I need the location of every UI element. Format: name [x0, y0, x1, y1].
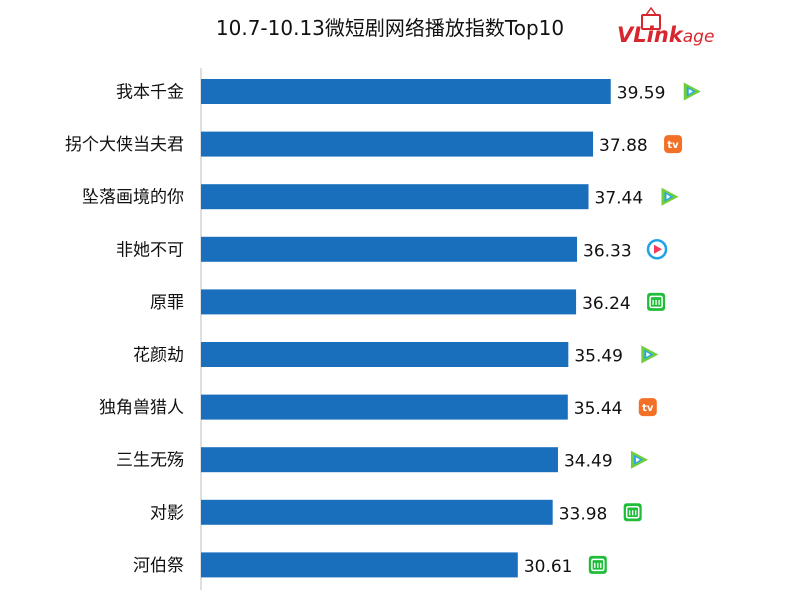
platform-icons-group: tv tv	[588, 82, 701, 574]
value-label: 30.61	[524, 557, 573, 577]
tencent-video-icon	[661, 187, 679, 206]
bar	[201, 394, 568, 420]
bar	[201, 184, 589, 210]
value-label: 36.33	[583, 241, 632, 261]
svg-text:tv: tv	[667, 140, 679, 151]
category-label: 拐个大侠当夫君	[65, 135, 184, 155]
value-labels-group: 39.59 37.88 37.44 36.33 36.24 35.49 35.44 34.49…	[524, 84, 666, 577]
logo-text-link: Link	[633, 23, 685, 47]
bar	[201, 79, 611, 104]
value-label: 37.88	[599, 136, 648, 156]
category-label: 独角兽猎人	[99, 398, 184, 418]
value-label: 35.44	[574, 399, 623, 419]
svg-text:tv: tv	[642, 403, 654, 414]
bar	[201, 131, 594, 157]
logo-text-v: V	[617, 23, 635, 47]
value-label: 37.44	[595, 189, 644, 209]
category-label: 坠落画境的你	[82, 188, 184, 208]
tencent-video-icon	[683, 82, 701, 101]
bar	[201, 499, 553, 525]
category-label: 非她不可	[116, 240, 184, 260]
category-label: 原罪	[150, 293, 184, 313]
value-label: 35.49	[574, 347, 623, 367]
tencent-video-icon	[630, 450, 648, 469]
iqiyi-icon	[647, 292, 666, 311]
bar	[201, 289, 577, 315]
bar	[201, 342, 569, 367]
logo-tv-icon	[641, 6, 661, 30]
iqiyi-icon	[623, 503, 642, 522]
category-label: 花颜劫	[133, 346, 184, 366]
value-label: 36.24	[582, 294, 631, 314]
category-label: 河伯祭	[133, 556, 184, 576]
youku-icon	[646, 239, 668, 260]
tencent-video-icon	[641, 345, 659, 364]
svg-text:VLinkage: VLinkage	[617, 23, 714, 47]
category-label: 我本千金	[116, 83, 184, 103]
category-label: 对影	[150, 503, 184, 523]
value-label: 39.59	[617, 84, 666, 104]
vlinkage-logo: VLinkage	[617, 6, 714, 47]
mango-tv-icon: tv	[638, 398, 657, 417]
bar	[201, 552, 518, 578]
value-label: 34.49	[564, 452, 613, 472]
bars-group	[201, 79, 611, 578]
mango-tv-icon: tv	[664, 135, 683, 154]
bar	[201, 447, 558, 473]
iqiyi-icon	[588, 555, 607, 574]
value-label: 33.98	[559, 504, 608, 524]
category-label: 三生无殇	[116, 451, 184, 471]
logo-text-age: age	[683, 27, 715, 47]
chart-title: 10.7-10.13微短剧网络播放指数Top10	[216, 16, 564, 40]
bar	[201, 236, 578, 262]
